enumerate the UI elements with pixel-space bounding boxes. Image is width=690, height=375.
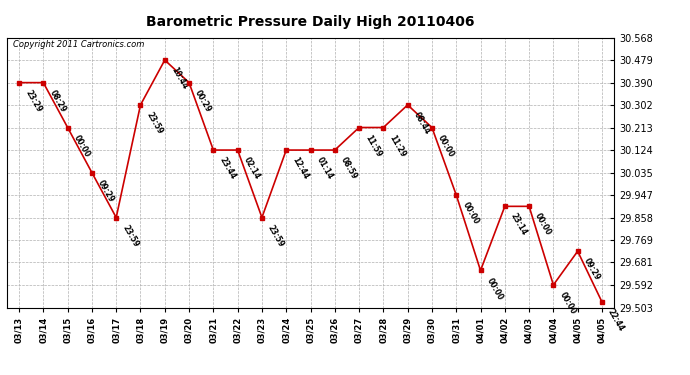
Text: 23:44: 23:44 [217,156,237,181]
Text: 08:44: 08:44 [412,111,432,136]
Text: 09:29: 09:29 [96,178,116,204]
Text: 00:00: 00:00 [436,133,456,159]
Text: 23:59: 23:59 [145,111,164,136]
Text: 12:44: 12:44 [290,156,310,181]
Text: Barometric Pressure Daily High 20110406: Barometric Pressure Daily High 20110406 [146,15,475,29]
Text: 23:29: 23:29 [23,88,43,114]
Text: 10:44: 10:44 [169,66,189,91]
Text: 23:59: 23:59 [266,223,286,248]
Text: 23:59: 23:59 [120,223,140,248]
Text: 02:14: 02:14 [241,156,262,181]
Text: 11:29: 11:29 [388,133,407,159]
Text: 00:29: 00:29 [193,88,213,114]
Text: 11:59: 11:59 [363,133,383,158]
Text: Copyright 2011 Cartronics.com: Copyright 2011 Cartronics.com [13,40,144,49]
Text: 08:29: 08:29 [48,88,68,114]
Text: 00:00: 00:00 [72,133,92,159]
Text: 09:29: 09:29 [582,257,602,282]
Text: 01:14: 01:14 [315,156,335,181]
Text: 00:00: 00:00 [558,291,578,316]
Text: 22:44: 22:44 [606,308,626,333]
Text: 08:59: 08:59 [339,156,359,181]
Text: 00:00: 00:00 [484,276,504,302]
Text: 23:14: 23:14 [509,212,529,237]
Text: 00:00: 00:00 [533,212,553,237]
Text: 00:00: 00:00 [460,201,480,226]
